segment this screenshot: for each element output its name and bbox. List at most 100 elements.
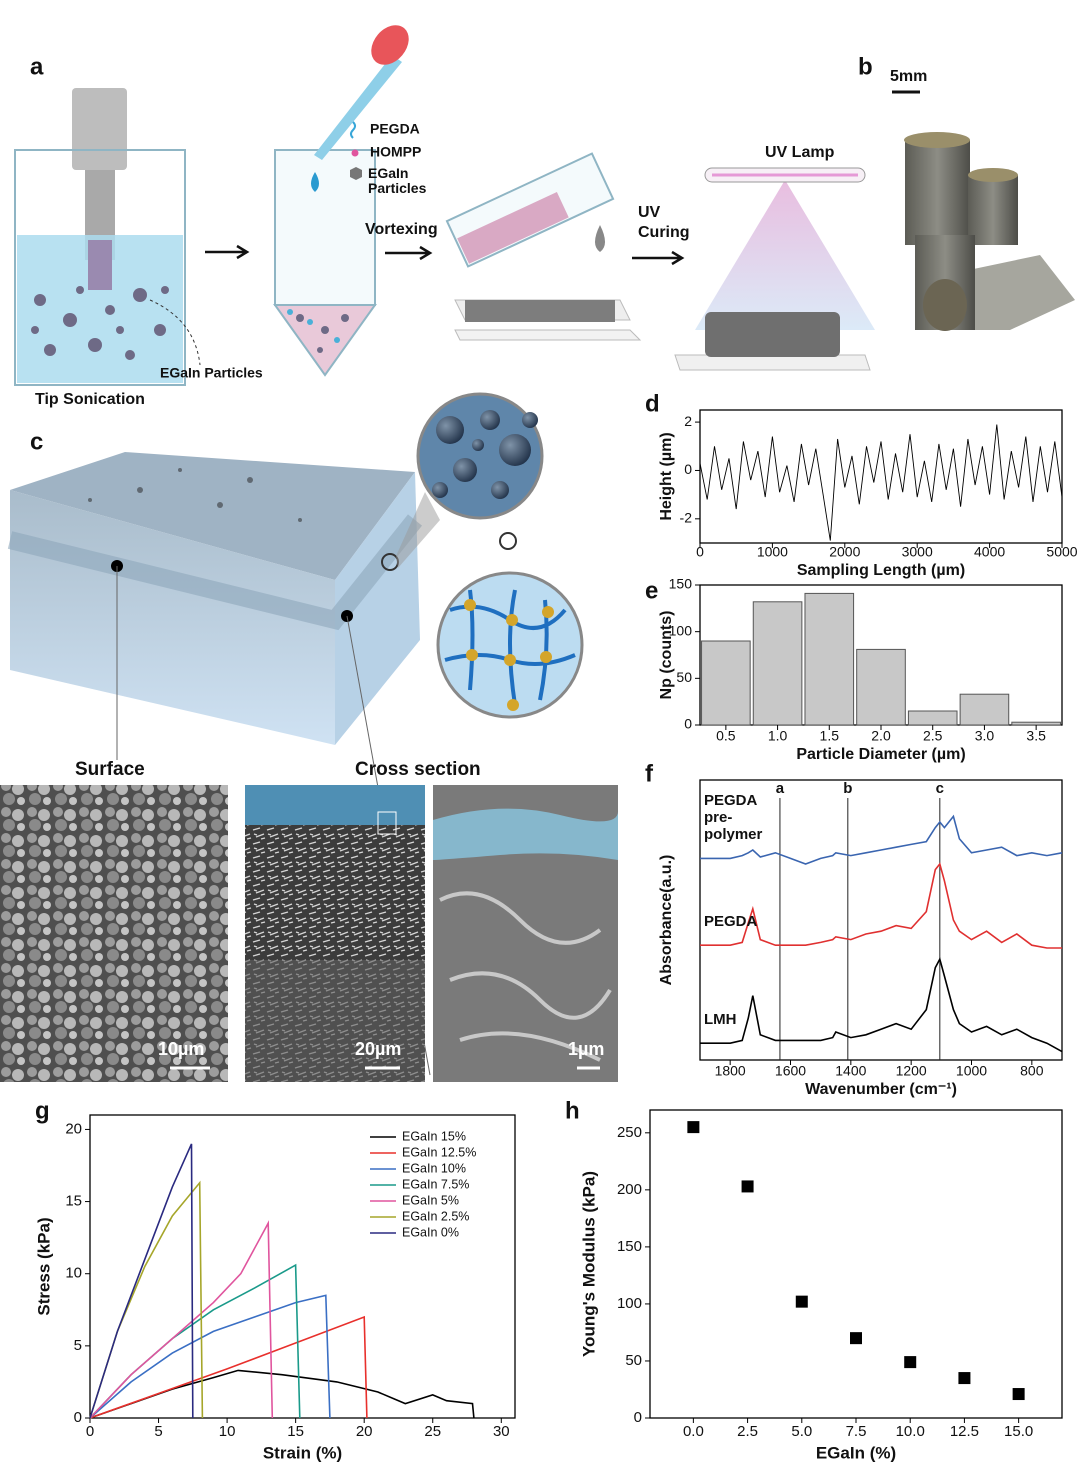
x-tick-label: 3.5 bbox=[1026, 728, 1046, 744]
panel-a-illustration-part-part bbox=[105, 305, 115, 315]
x-tick-label: 2.5 bbox=[923, 728, 943, 744]
legend-text: HOMPP bbox=[370, 144, 421, 160]
x-tick-label: 10.0 bbox=[896, 1423, 925, 1440]
panel-b-photo-part bbox=[945, 255, 1075, 330]
panel-c-illustration-part bbox=[439, 891, 612, 1062]
panel-a-illustration-part-part bbox=[307, 319, 313, 325]
x-tick-label: 0 bbox=[696, 544, 704, 560]
x-tick-label: 800 bbox=[1020, 1063, 1044, 1079]
y-tick-label: 100 bbox=[669, 622, 693, 638]
panel-a-illustration-part-part bbox=[287, 309, 293, 315]
panel-a-illustration-part bbox=[454, 329, 642, 341]
panel-a-illustration-part bbox=[351, 149, 359, 157]
panel-b-photo-part bbox=[905, 140, 970, 245]
x-tick-label: 1000 bbox=[757, 544, 788, 560]
panel-label: e bbox=[645, 577, 658, 604]
panel-a-illustration-part bbox=[385, 245, 433, 261]
x-tick-label: 5 bbox=[154, 1423, 162, 1440]
x-tick-label: 1.5 bbox=[820, 728, 840, 744]
x-axis-label: Sampling Length (µm) bbox=[797, 562, 965, 579]
panel-a-illustration-part bbox=[273, 304, 377, 377]
panel-c-illustration bbox=[0, 392, 619, 1082]
panel-a-illustration-part-part bbox=[341, 314, 349, 322]
panel-c-illustration-part bbox=[245, 960, 425, 1082]
y-tick-label: 150 bbox=[617, 1238, 642, 1255]
panel-a-illustration-part bbox=[371, 25, 409, 65]
panel-a-illustration-part bbox=[149, 299, 201, 366]
panel-a-illustration-part bbox=[205, 244, 250, 260]
panel-a-illustration-part-part bbox=[133, 288, 147, 302]
data-line bbox=[700, 862, 1062, 949]
step-label: Tip Sonication bbox=[35, 391, 145, 408]
x-tick-label: 30 bbox=[493, 1423, 510, 1440]
series-label: PEGDA bbox=[704, 913, 758, 931]
legend-text: PEGDA bbox=[370, 121, 420, 137]
x-tick-label: 0.5 bbox=[716, 728, 736, 744]
data-line bbox=[89, 1143, 194, 1419]
panel-c-illustration-part-part bbox=[522, 412, 538, 428]
panel-c-illustration-part-part bbox=[472, 439, 484, 451]
data-line bbox=[89, 1220, 274, 1419]
panel-a-illustration-part bbox=[314, 55, 402, 160]
panel-a-illustration-part bbox=[674, 354, 871, 371]
x-tick-label: 1800 bbox=[715, 1063, 746, 1079]
legend-label: EGaIn 15% bbox=[402, 1129, 466, 1143]
panel-c-illustration-part bbox=[396, 492, 440, 568]
y-tick-label: 0 bbox=[684, 461, 692, 477]
panel-a-illustration-part bbox=[311, 172, 319, 192]
bar bbox=[804, 592, 855, 726]
x-tick-label: 12.5 bbox=[950, 1423, 979, 1440]
panel-c-illustration-part-part bbox=[298, 518, 302, 522]
panel-a-illustration-part-part bbox=[31, 326, 39, 334]
x-axis-label: Particle Diameter (µm) bbox=[796, 746, 965, 763]
y-tick-label: 0 bbox=[684, 716, 692, 732]
panel-a-illustration-part bbox=[72, 88, 127, 170]
panel-c-illustration-part-part bbox=[178, 468, 182, 472]
series-label: LMH bbox=[704, 1011, 737, 1029]
y-axis-label: Np (counts) bbox=[658, 611, 675, 700]
x-tick-label: 10 bbox=[219, 1423, 236, 1440]
panel-c-illustration-part bbox=[0, 785, 228, 1082]
x-tick-label: 1400 bbox=[835, 1063, 866, 1079]
panel-c-illustration-part-part bbox=[499, 434, 531, 466]
bar bbox=[959, 693, 1010, 726]
legend-box bbox=[370, 1125, 495, 1247]
plot-frame bbox=[699, 409, 1063, 544]
plot-frame bbox=[649, 1109, 1063, 1419]
x-tick-label: 0 bbox=[86, 1423, 94, 1440]
legend-label: EGaIn 2.5% bbox=[402, 1209, 469, 1223]
lamp-label: UV Lamp bbox=[765, 144, 835, 161]
x-tick-label: 3.0 bbox=[975, 728, 995, 744]
panel-a-illustration-part bbox=[88, 240, 112, 290]
panel-a-illustration-part bbox=[31, 286, 169, 360]
x-tick-label: 5000 bbox=[1046, 544, 1077, 560]
x-tick-label: 5.0 bbox=[791, 1423, 812, 1440]
panel-a-illustration-part bbox=[705, 312, 840, 357]
plot-frame bbox=[89, 1114, 516, 1419]
panel-a-illustration bbox=[14, 25, 875, 386]
panel-c-illustration-part-part bbox=[137, 487, 143, 493]
panel-c-illustration-part-part bbox=[480, 410, 500, 430]
y-tick-label: 0 bbox=[634, 1409, 642, 1426]
legend-text: EGaIn Particles bbox=[368, 166, 427, 196]
panel-c-illustration-part bbox=[377, 811, 397, 835]
reference-label: b bbox=[843, 780, 852, 797]
panel-label: c bbox=[30, 428, 43, 455]
panel-label: d bbox=[645, 390, 660, 417]
panel-c-illustration-part-part bbox=[453, 458, 477, 482]
legend-label: EGaIn 7.5% bbox=[402, 1177, 469, 1191]
panel-a-illustration-part-part bbox=[63, 313, 77, 327]
panel-a-illustration-part-part bbox=[76, 286, 84, 294]
panel-a-illustration-part bbox=[632, 250, 685, 266]
panel-c-illustration-part-part bbox=[217, 502, 223, 508]
panel-c-illustration-part-part bbox=[466, 649, 478, 661]
x-tick-label: 15.0 bbox=[1004, 1423, 1033, 1440]
panel-c-illustration-part-part bbox=[506, 614, 518, 626]
x-tick-label: 25 bbox=[424, 1423, 441, 1440]
data-point bbox=[795, 1295, 808, 1308]
bar bbox=[752, 601, 803, 726]
bar bbox=[856, 648, 906, 726]
panel-label: a bbox=[30, 53, 44, 80]
panel-a-illustration-part-part bbox=[457, 191, 569, 264]
x-tick-label: 2.0 bbox=[871, 728, 891, 744]
